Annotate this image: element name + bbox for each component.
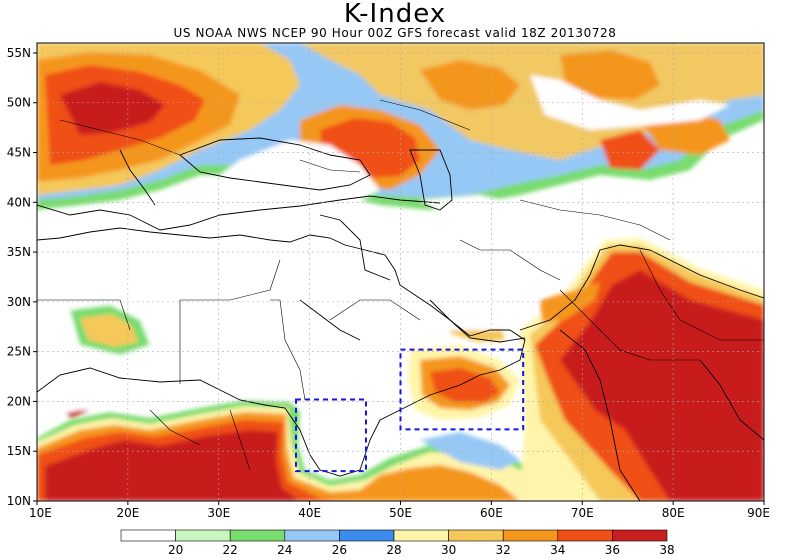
colorbar-label: 22 [223,543,238,557]
red-sea-box [294,398,367,473]
lon-label: 70E [571,506,594,520]
lon-label: 90E [747,506,770,520]
colorbar-label: 26 [332,543,347,557]
colorbar-label: 34 [550,543,565,557]
k-index-field [37,43,764,501]
lat-label: 50N [7,96,31,110]
lon-label: 80E [662,506,685,520]
lon-label: 40E [298,506,321,520]
lat-label: 10N [7,494,31,508]
highlight-boxes [294,348,525,473]
colorbar-swatch [393,529,449,542]
gridlines [37,43,764,501]
colorbar-swatch [229,529,286,542]
colorbar-swatch [339,529,395,542]
longitude-labels: 10E 20E 30E 40E 50E 60E 70E 80E 90E [29,501,770,520]
colorbar-label: 30 [441,543,456,557]
lat-label: 25N [7,345,31,359]
arabian-sea-box [399,348,525,431]
colorbar-swatch [448,529,504,542]
lat-label: 45N [7,146,31,160]
colorbar-label: 38 [659,543,674,557]
colorbar-swatch [557,529,613,542]
colorbar-label: 20 [168,543,183,557]
lat-label: 30N [7,295,31,309]
colorbar-label: 24 [277,543,292,557]
coastlines [37,137,764,501]
map-title: K-Index [343,0,447,29]
latitude-labels: 10N 15N 20N 25N 30N 35N 40N 45N 50N 55N [7,46,37,508]
lat-label: 55N [7,46,31,60]
lat-label: 15N [7,444,31,458]
country-borders [37,99,764,471]
colorbar-swatch [284,529,340,542]
lon-label: 60E [480,506,503,520]
lat-label: 40N [7,195,31,209]
colorbar-swatch [612,529,668,542]
lat-label: 35N [7,245,31,259]
lon-label: 20E [116,506,139,520]
colorbar-label: 36 [605,543,620,557]
colorbar: 20 22 24 26 28 30 32 34 36 38 [120,529,675,557]
colorbar-swatch [502,529,559,542]
lon-label: 50E [389,506,412,520]
map-subtitle: US NOAA NWS NCEP 90 Hour 00Z GFS forecas… [173,26,617,40]
lat-label: 20N [7,394,31,408]
colorbar-swatch [175,529,231,542]
colorbar-swatch [120,529,176,542]
lon-label: 30E [207,506,230,520]
lon-label: 10E [29,506,52,520]
colorbar-label: 32 [496,543,511,557]
colorbar-label: 28 [386,543,401,557]
